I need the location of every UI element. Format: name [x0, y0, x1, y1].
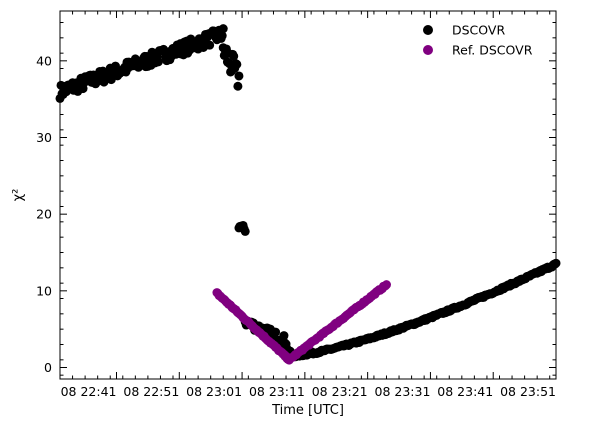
data-point: [232, 59, 242, 69]
y-tick-label: 20: [36, 207, 52, 222]
x-tick-label: 08 22:51: [123, 384, 179, 399]
legend: DSCOVR Ref. DSCOVR: [423, 23, 533, 58]
data-point: [205, 40, 215, 50]
x-axis-label: Time [UTC]: [271, 403, 344, 418]
y-tick-label: 10: [36, 283, 52, 298]
legend-label: Ref. DSCOVR: [452, 43, 533, 58]
data-point: [271, 327, 281, 337]
series-1-points: [55, 24, 561, 362]
data-point: [279, 331, 289, 341]
data-point: [217, 31, 227, 41]
legend-marker: [423, 45, 433, 55]
series-2-points: [212, 280, 391, 365]
y-axis-label: χ²: [11, 189, 26, 202]
axis-ticks: 0 10 20 30 40 08 22:41 08 22:51 08 23:01 08 23:1…: [36, 11, 557, 399]
x-tick-label: 08 23:51: [500, 384, 556, 399]
x-tick-label: 08 23:21: [312, 384, 368, 399]
data-points: [55, 24, 561, 365]
legend-label: DSCOVR: [452, 23, 505, 38]
data-point: [233, 81, 243, 91]
x-tick-label: 08 22:41: [61, 384, 117, 399]
data-point: [234, 71, 244, 81]
y-tick-label: 30: [36, 130, 52, 145]
y-tick-label: 0: [44, 360, 52, 375]
data-point: [381, 280, 391, 290]
data-point: [153, 57, 163, 67]
data-point: [240, 226, 250, 236]
plot-frame: [59, 10, 557, 380]
data-point: [229, 51, 239, 61]
legend-marker: [423, 25, 433, 35]
x-tick-label: 08 23:11: [249, 384, 305, 399]
data-point: [218, 24, 228, 34]
y-tick-label: 40: [36, 53, 52, 68]
x-tick-label: 08 23:01: [186, 384, 242, 399]
x-tick-label: 08 23:31: [375, 384, 431, 399]
x-tick-label: 08 23:41: [437, 384, 493, 399]
